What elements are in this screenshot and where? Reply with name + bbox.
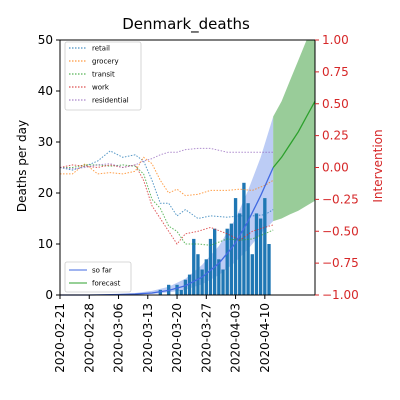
- bar: [204, 259, 208, 295]
- y-tick-label: 30: [38, 135, 53, 149]
- bar: [175, 284, 179, 295]
- bar: [196, 254, 200, 295]
- legend-label-so-far: so far: [92, 267, 112, 275]
- y2-ticks: 1.00 0.75 0.50 0.25 0.00 −0.25 −0.50 −0.75 −1.00: [315, 33, 359, 302]
- x-tick-label: 2020-03-13: [141, 303, 155, 373]
- bars: [158, 182, 271, 295]
- bar: [258, 218, 263, 295]
- y-tick-label: 0: [45, 288, 53, 302]
- x-tick-label: 2020-03-27: [199, 303, 213, 373]
- bar: [158, 289, 162, 295]
- y-tick-label: 40: [38, 84, 53, 98]
- forecast-line: [272, 100, 316, 168]
- forecast-band: [273, 40, 315, 222]
- intervention-line-grocery: [60, 156, 274, 197]
- y2-tick-label: 1.00: [322, 33, 349, 47]
- y2-tick-label: 0.25: [322, 129, 349, 143]
- y2-axis-label: Intervention: [371, 129, 385, 202]
- y-ticks: 0 10 20 30 40 50: [38, 33, 60, 302]
- bar: [200, 269, 204, 295]
- intervention-line-retail: [59, 150, 274, 220]
- bar: [208, 238, 213, 295]
- bar: [267, 244, 271, 295]
- bar: [221, 269, 225, 295]
- legend-label-transit: transit: [92, 71, 115, 79]
- bar: [242, 182, 246, 295]
- legend-bottom: so far forecast: [64, 261, 132, 293]
- intervention-line-residential: [59, 147, 274, 170]
- confidence-bands: [60, 40, 315, 295]
- bar: [263, 198, 267, 295]
- x-tick-label: 2020-04-10: [258, 303, 272, 373]
- x-tick-label: 2020-04-03: [229, 303, 243, 373]
- legend-label-residential: residential: [92, 97, 129, 105]
- bar: [229, 223, 234, 295]
- bar: [233, 198, 238, 295]
- bar: [254, 213, 259, 295]
- y2-tick-label: −0.25: [322, 192, 359, 206]
- bar: [250, 254, 254, 295]
- bar: [192, 238, 196, 295]
- bar: [238, 213, 242, 295]
- y2-tick-label: 0.50: [322, 97, 349, 111]
- y-axis-label: Deaths per day: [15, 120, 29, 212]
- y-tick-label: 50: [38, 33, 53, 47]
- legend-label-retail: retail: [92, 45, 110, 53]
- y2-tick-label: −0.50: [322, 224, 359, 238]
- x-tick-label: 2020-02-28: [82, 303, 96, 373]
- bar: [183, 279, 188, 295]
- legend-label-work: work: [92, 84, 110, 92]
- chart-title: Denmark_deaths: [122, 15, 250, 34]
- y2-tick-label: −1.00: [322, 288, 359, 302]
- bar: [179, 289, 183, 295]
- x-tick-label: 2020-03-06: [112, 303, 126, 373]
- y2-tick-label: 0.00: [322, 161, 349, 175]
- y-tick-label: 20: [38, 186, 53, 200]
- y-tick-label: 10: [38, 237, 53, 251]
- bar: [187, 274, 192, 295]
- bar: [213, 228, 217, 295]
- x-tick-label: 2020-03-20: [170, 303, 184, 373]
- legend-top: retail grocery transit work residential: [64, 41, 142, 111]
- legend-label-forecast: forecast: [92, 280, 121, 288]
- legend-label-grocery: grocery: [92, 58, 119, 66]
- so-far-band: [60, 116, 274, 295]
- x-tick-label: 2020-02-21: [53, 303, 67, 373]
- bar: [246, 203, 250, 295]
- legend-top-frame: [64, 41, 142, 111]
- y2-tick-label: −0.75: [322, 256, 359, 270]
- y2-tick-label: 0.75: [322, 65, 349, 79]
- x-ticks: 2020-02-21 2020-02-28 2020-03-06 2020-03-13…: [53, 295, 272, 373]
- bar: [217, 259, 221, 295]
- bar: [225, 228, 229, 295]
